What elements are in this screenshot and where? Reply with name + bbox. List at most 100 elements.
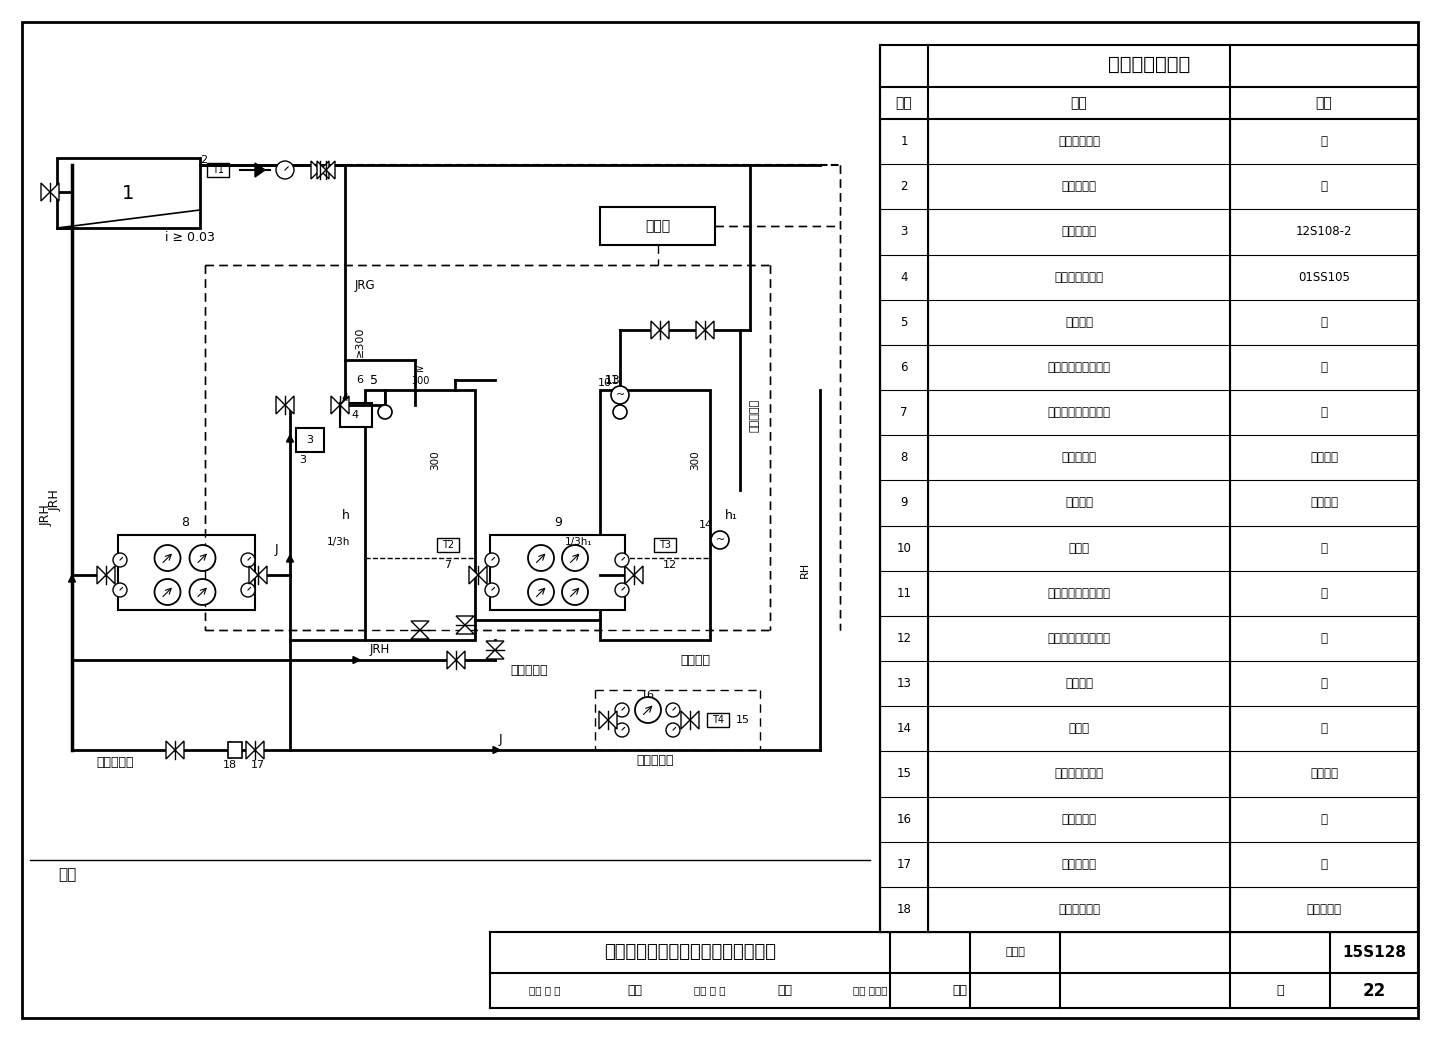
- Text: －: －: [1320, 722, 1328, 735]
- Text: －: －: [1320, 542, 1328, 554]
- Text: 8: 8: [900, 451, 907, 464]
- Circle shape: [667, 723, 680, 737]
- Polygon shape: [285, 396, 294, 414]
- Polygon shape: [255, 740, 264, 759]
- Bar: [600, 390, 710, 640]
- Text: 8: 8: [181, 516, 189, 528]
- Text: －: －: [1320, 180, 1328, 193]
- Text: ~: ~: [716, 535, 724, 545]
- Text: h₁: h₁: [724, 509, 737, 521]
- Polygon shape: [456, 651, 465, 669]
- Text: 11: 11: [605, 375, 619, 385]
- Text: 校对 张 哲: 校对 张 哲: [694, 986, 726, 995]
- Text: 12: 12: [897, 632, 912, 645]
- Text: 备注: 备注: [1316, 96, 1332, 110]
- Polygon shape: [690, 711, 698, 729]
- Text: ≥
300: ≥ 300: [410, 364, 429, 386]
- Text: 15: 15: [897, 768, 912, 780]
- Text: 强制循环双水箱直接加热系统示意图: 强制循环双水箱直接加热系统示意图: [603, 943, 776, 962]
- Text: 2: 2: [900, 180, 907, 193]
- Polygon shape: [353, 656, 360, 664]
- Polygon shape: [456, 625, 474, 634]
- Text: 回水循环泵: 回水循环泵: [1061, 812, 1096, 826]
- Polygon shape: [96, 566, 107, 584]
- Circle shape: [154, 545, 180, 571]
- Text: J: J: [498, 733, 501, 747]
- Circle shape: [276, 161, 294, 179]
- Circle shape: [112, 553, 127, 567]
- Text: RH: RH: [801, 562, 811, 578]
- Circle shape: [190, 545, 216, 571]
- Text: 供热水箱: 供热水箱: [1066, 677, 1093, 691]
- Text: 集热循环泵: 集热循环泵: [1061, 451, 1096, 464]
- Text: 太阳能集热器: 太阳能集热器: [1058, 135, 1100, 148]
- Circle shape: [613, 405, 626, 419]
- Circle shape: [190, 579, 216, 605]
- Polygon shape: [681, 711, 690, 729]
- Text: 9: 9: [554, 516, 562, 528]
- Text: 4: 4: [900, 270, 907, 284]
- Text: 加压水泵: 加压水泵: [1066, 496, 1093, 510]
- Text: 4: 4: [351, 410, 359, 420]
- Text: 辅助热源: 辅助热源: [680, 653, 710, 667]
- Circle shape: [562, 579, 588, 605]
- Polygon shape: [608, 711, 616, 729]
- Text: 13: 13: [605, 373, 621, 387]
- Text: 屋顶: 屋顶: [58, 867, 76, 883]
- Circle shape: [485, 553, 500, 567]
- Text: 16: 16: [897, 812, 912, 826]
- Polygon shape: [276, 396, 285, 414]
- Text: JRH: JRH: [39, 504, 52, 526]
- Polygon shape: [69, 575, 75, 582]
- Bar: [490, 535, 625, 610]
- Text: 电动阀: 电动阀: [1068, 722, 1090, 735]
- Text: h: h: [343, 509, 350, 521]
- Circle shape: [377, 405, 392, 419]
- Circle shape: [615, 583, 629, 597]
- Text: 1: 1: [900, 135, 907, 148]
- Text: 7: 7: [900, 406, 907, 419]
- Text: 15: 15: [736, 716, 750, 725]
- Text: 1: 1: [122, 183, 135, 203]
- Text: T1: T1: [212, 165, 225, 175]
- Text: 18: 18: [897, 903, 912, 916]
- Text: 3: 3: [900, 226, 907, 238]
- Text: 排至安全处: 排至安全处: [510, 664, 547, 676]
- Circle shape: [711, 531, 729, 549]
- Text: 15S128: 15S128: [1342, 945, 1405, 960]
- Circle shape: [240, 553, 255, 567]
- Text: －: －: [1320, 135, 1328, 148]
- Text: 张蕾: 张蕾: [778, 984, 792, 997]
- Text: 集热水箱液位传感器: 集热水箱液位传感器: [1047, 361, 1110, 374]
- Text: 14: 14: [698, 520, 713, 530]
- Polygon shape: [651, 321, 660, 339]
- Text: 10: 10: [897, 542, 912, 554]
- Text: 2: 2: [200, 155, 207, 165]
- Text: －: －: [1320, 361, 1328, 374]
- Text: 7: 7: [445, 560, 452, 570]
- Polygon shape: [325, 161, 336, 179]
- Text: 图集号: 图集号: [1005, 947, 1025, 958]
- Text: 300: 300: [690, 450, 700, 470]
- Circle shape: [667, 703, 680, 717]
- Text: 主要设备材料表: 主要设备材料表: [1107, 54, 1189, 74]
- Text: －: －: [1320, 316, 1328, 329]
- Text: 玩武: 玩武: [952, 984, 968, 997]
- Text: 3: 3: [300, 456, 307, 465]
- Text: 页: 页: [1276, 984, 1283, 997]
- Polygon shape: [599, 711, 608, 729]
- Polygon shape: [246, 740, 255, 759]
- Text: 供热水箱温度传感器: 供热水箱温度传感器: [1047, 632, 1110, 645]
- Text: 真空破坏器: 真空破坏器: [1061, 226, 1096, 238]
- Polygon shape: [320, 161, 328, 179]
- Bar: [297, 428, 324, 452]
- Polygon shape: [166, 740, 176, 759]
- Text: 热水供水管: 热水供水管: [750, 398, 760, 432]
- Polygon shape: [107, 566, 115, 584]
- Polygon shape: [249, 566, 258, 584]
- Circle shape: [112, 583, 127, 597]
- Polygon shape: [706, 321, 714, 339]
- Text: 14: 14: [897, 722, 912, 735]
- Bar: [207, 163, 229, 177]
- Polygon shape: [40, 183, 50, 201]
